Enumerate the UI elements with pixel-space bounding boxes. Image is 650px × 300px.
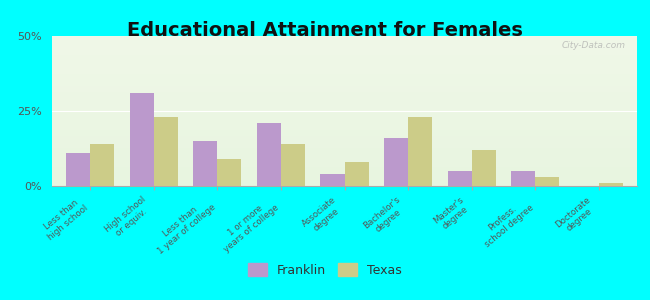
Bar [472, 150, 496, 186]
Bar [154, 117, 178, 186]
Bar [511, 171, 535, 186]
Bar [344, 162, 369, 186]
Bar [320, 174, 344, 186]
Bar [217, 159, 242, 186]
Bar [193, 141, 217, 186]
Text: City-Data.com: City-Data.com [562, 40, 625, 50]
Legend: Franklin, Texas: Franklin, Texas [243, 258, 407, 282]
Bar [408, 117, 432, 186]
Bar [66, 153, 90, 186]
Bar [90, 144, 114, 186]
Text: Educational Attainment for Females: Educational Attainment for Females [127, 21, 523, 40]
Bar [281, 144, 305, 186]
Bar [384, 138, 408, 186]
Bar [129, 93, 154, 186]
Bar [447, 171, 472, 186]
Bar [535, 177, 560, 186]
Bar [257, 123, 281, 186]
Bar [599, 183, 623, 186]
